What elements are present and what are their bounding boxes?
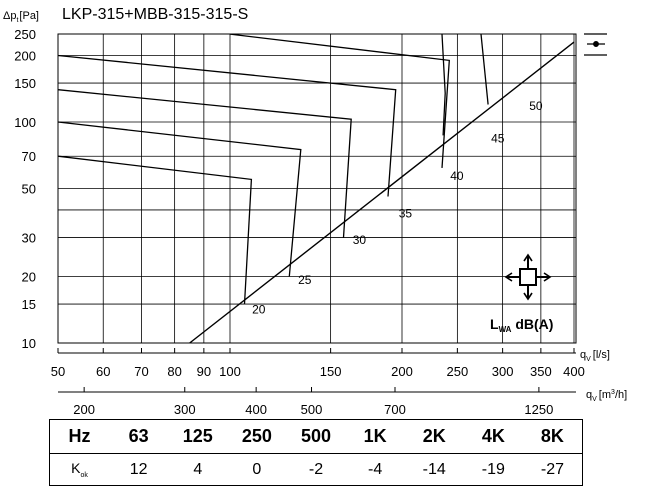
x-tick-label-ls: 150 bbox=[320, 364, 342, 379]
x-tick-label-ls: 50 bbox=[51, 364, 65, 379]
x-tick-label-m3h: 700 bbox=[384, 402, 406, 417]
y-tick-label: 50 bbox=[22, 182, 36, 197]
sound-level-label: 45 bbox=[491, 132, 505, 146]
x-tick-label-ls: 60 bbox=[96, 364, 110, 379]
y-tick-label: 15 bbox=[22, 297, 36, 312]
x-tick-label-ls: 70 bbox=[134, 364, 148, 379]
chart-title: LKP-315+MBB-315-315-S bbox=[62, 6, 248, 23]
y-tick-label: 10 bbox=[22, 336, 36, 351]
freq-cell: 1K bbox=[346, 420, 405, 454]
freq-cell: 8K bbox=[523, 420, 582, 454]
grid bbox=[58, 34, 576, 343]
x-axis-label-ls: qV [l/s] bbox=[580, 349, 610, 363]
kok-cell: 0 bbox=[227, 454, 286, 486]
sound-level-label: 50 bbox=[529, 99, 543, 113]
four-way-arrows-icon bbox=[506, 255, 550, 299]
x-tick-label-m3h: 200 bbox=[73, 402, 95, 417]
sound-level-label: 40 bbox=[450, 169, 464, 183]
y-tick-labels: 10 15 20 30 50 70 100 150 200 250 bbox=[14, 27, 36, 351]
pressure-curve bbox=[58, 156, 251, 304]
x-tick-label-ls: 300 bbox=[492, 364, 514, 379]
x-tick-label-m3h: 400 bbox=[245, 402, 267, 417]
sound-diagonal-line bbox=[190, 42, 574, 343]
x-axis-label-m3h: qV [m3/h] bbox=[586, 389, 627, 403]
x-tick-label-ls: 100 bbox=[219, 364, 241, 379]
kok-cell: -4 bbox=[346, 454, 405, 486]
x-tick-label-m3h: 300 bbox=[174, 402, 196, 417]
damper-symbol-icon bbox=[584, 34, 607, 55]
y-tick-label: 100 bbox=[14, 115, 36, 130]
y-tick-label: 70 bbox=[22, 149, 36, 164]
kok-cell: 4 bbox=[168, 454, 227, 486]
frequency-row: Hz 63 125 250 500 1K 2K 4K 8K bbox=[50, 420, 582, 454]
freq-cell: 250 bbox=[227, 420, 286, 454]
pressure-curve bbox=[58, 56, 396, 197]
kok-cell: 12 bbox=[109, 454, 168, 486]
x-tick-label-ls: 350 bbox=[530, 364, 552, 379]
kok-cell: -19 bbox=[464, 454, 523, 486]
pressure-flow-chart: Δpt[Pa] LKP-315+MBB-315-315-S 10 15 20 30 50… bbox=[0, 0, 654, 420]
y-tick-label: 30 bbox=[22, 231, 36, 246]
x-tick-label-ls: 80 bbox=[167, 364, 181, 379]
y-tick-label: 150 bbox=[14, 76, 36, 91]
hz-header: Hz bbox=[50, 420, 109, 454]
y-axis-label: Δpt[Pa] bbox=[3, 10, 39, 24]
y-tick-label: 20 bbox=[22, 269, 36, 284]
freq-cell: 500 bbox=[286, 420, 345, 454]
y-tick-label: 200 bbox=[14, 48, 36, 63]
pressure-curve bbox=[58, 90, 351, 238]
x-tick-label-ls: 400 bbox=[563, 364, 585, 379]
kok-cell: -2 bbox=[286, 454, 345, 486]
kok-row: Kok 12 4 0 -2 -4 -14 -19 -27 bbox=[50, 454, 582, 486]
x-axis-m3h: 200 300 400 500 700 1250 bbox=[58, 387, 576, 417]
sound-level-line bbox=[190, 42, 574, 343]
y-tick-label: 250 bbox=[14, 27, 36, 42]
pressure-curves bbox=[58, 34, 488, 304]
x-tick-label-m3h: 1250 bbox=[524, 402, 553, 417]
pressure-curve bbox=[230, 34, 449, 168]
lwa-label: LWA dB(A) bbox=[490, 316, 553, 334]
pressure-curve bbox=[481, 34, 488, 104]
x-tick-label-ls: 90 bbox=[197, 364, 211, 379]
kok-cell: -27 bbox=[523, 454, 582, 486]
sound-level-label: 30 bbox=[353, 233, 367, 247]
freq-cell: 125 bbox=[168, 420, 227, 454]
correction-table: Hz 63 125 250 500 1K 2K 4K 8K Kok 12 4 0… bbox=[50, 420, 582, 485]
sound-level-label: 35 bbox=[399, 207, 413, 221]
freq-cell: 2K bbox=[405, 420, 464, 454]
x-tick-label-ls: 250 bbox=[447, 364, 469, 379]
pressure-curve bbox=[58, 122, 301, 277]
x-tick-label-m3h: 500 bbox=[301, 402, 323, 417]
sound-level-label: 25 bbox=[298, 273, 312, 287]
kok-header: Kok bbox=[50, 454, 109, 486]
sound-level-label: 20 bbox=[252, 302, 266, 316]
freq-cell: 4K bbox=[464, 420, 523, 454]
kok-cell: -14 bbox=[405, 454, 464, 486]
x-tick-label-ls: 200 bbox=[391, 364, 413, 379]
freq-cell: 63 bbox=[109, 420, 168, 454]
x-axis-ls: 50 60 70 80 90 100 150 200 250 300 350 400 bbox=[51, 348, 585, 379]
